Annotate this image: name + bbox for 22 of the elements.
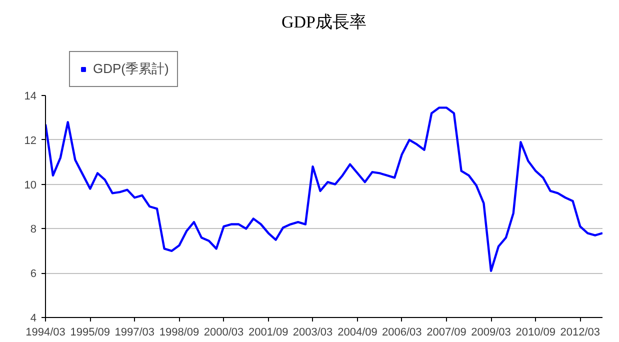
legend-label: GDP(季累計) <box>93 60 169 78</box>
y-tick-label: 10 <box>24 179 37 192</box>
x-tick-label: 2004/09 <box>338 326 378 338</box>
x-tick-label: 2003/03 <box>292 326 333 338</box>
x-tick-label: 1994/03 <box>26 326 66 338</box>
chart-title: GDP成長率 <box>281 12 367 32</box>
x-tick-label: 2000/03 <box>204 326 244 338</box>
x-tick-label: 2007/09 <box>426 326 466 338</box>
y-tick-label: 4 <box>30 312 37 324</box>
x-tick-label: 2006/03 <box>382 326 422 338</box>
line-series <box>46 106 602 272</box>
x-tick-label: 2001/09 <box>248 326 288 338</box>
y-tick-label: 6 <box>30 268 37 280</box>
y-tick-label: 8 <box>30 224 37 236</box>
x-tick-label: 2012/03 <box>560 326 600 338</box>
x-tick-label: 2009/03 <box>471 326 511 338</box>
x-tick-label: 1995/09 <box>70 326 110 338</box>
y-tick-label: 12 <box>24 134 37 147</box>
x-tick-label: 1997/03 <box>114 326 155 338</box>
x-tick-label: 1998/09 <box>159 326 200 338</box>
y-tick-label: 14 <box>24 90 37 102</box>
x-tick-label: 2010/09 <box>516 326 556 338</box>
